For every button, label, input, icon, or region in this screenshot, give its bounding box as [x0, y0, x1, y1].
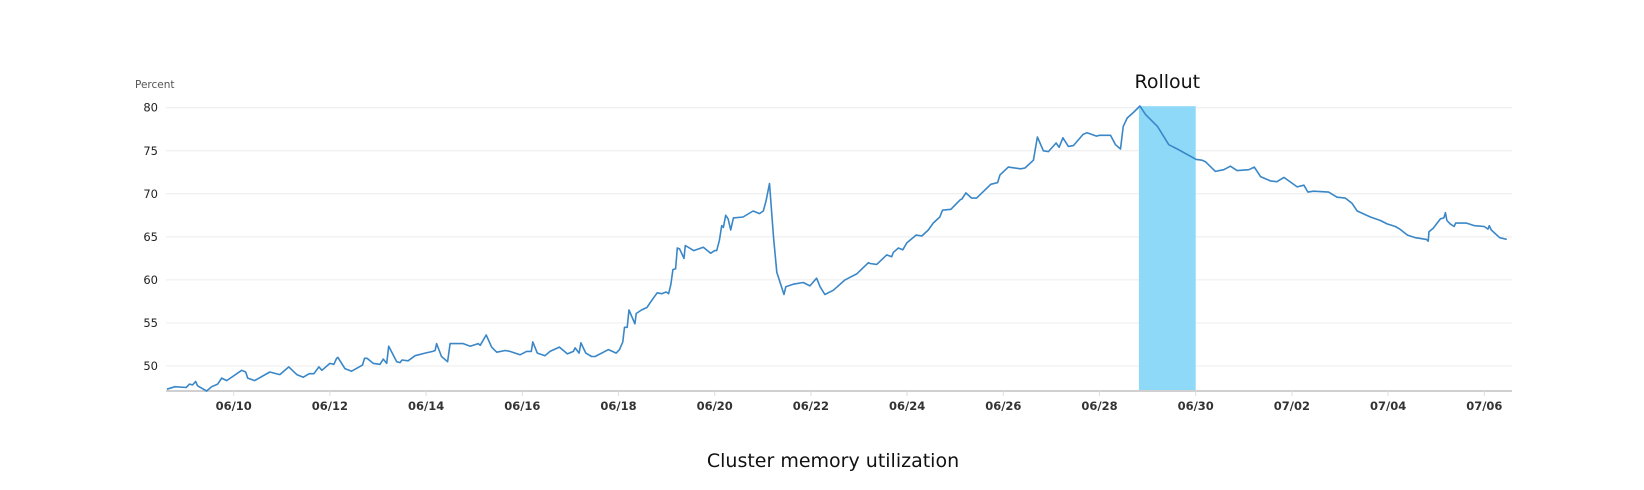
x-tick-label: 07/04 — [1370, 399, 1406, 413]
memory-utilization-line — [166, 105, 1507, 392]
x-tick-label: 06/26 — [985, 399, 1021, 413]
x-tick-label: 06/14 — [408, 399, 444, 413]
x-tick-label: 06/22 — [793, 399, 829, 413]
x-tick-label: 06/30 — [1178, 399, 1214, 413]
x-tick-label: 06/24 — [889, 399, 925, 413]
chart-title: Cluster memory utilization — [707, 450, 959, 472]
x-tick-label: 06/18 — [600, 399, 636, 413]
annotation-layer — [1138, 106, 1196, 390]
x-tick-label: 06/16 — [504, 399, 540, 413]
y-tick-label: 60 — [143, 273, 158, 287]
rollout-annotation-label: Rollout — [1134, 71, 1200, 93]
y-tick-label: 50 — [143, 359, 158, 373]
rollout-band — [1138, 106, 1196, 390]
y-axis: 50 55 60 65 70 75 80 — [143, 101, 158, 373]
x-tick-label: 06/10 — [216, 399, 252, 413]
x-tick-label: 06/20 — [697, 399, 733, 413]
y-axis-label: Percent — [135, 79, 175, 91]
y-tick-label: 70 — [143, 187, 158, 201]
x-tick-label: 06/12 — [312, 399, 348, 413]
y-tick-label: 55 — [143, 316, 158, 330]
x-tick-label: 07/06 — [1466, 399, 1502, 413]
y-tick-label: 65 — [143, 230, 158, 244]
y-tick-label: 75 — [143, 144, 158, 158]
series-layer — [166, 105, 1507, 392]
x-tick-label: 06/28 — [1081, 399, 1117, 413]
gridlines — [166, 107, 1512, 367]
x-tick-label: 07/02 — [1274, 399, 1310, 413]
x-axis: 06/10 06/12 06/14 06/16 06/18 06/20 06/22 06/24… — [166, 390, 1512, 413]
y-tick-label: 80 — [143, 101, 158, 115]
